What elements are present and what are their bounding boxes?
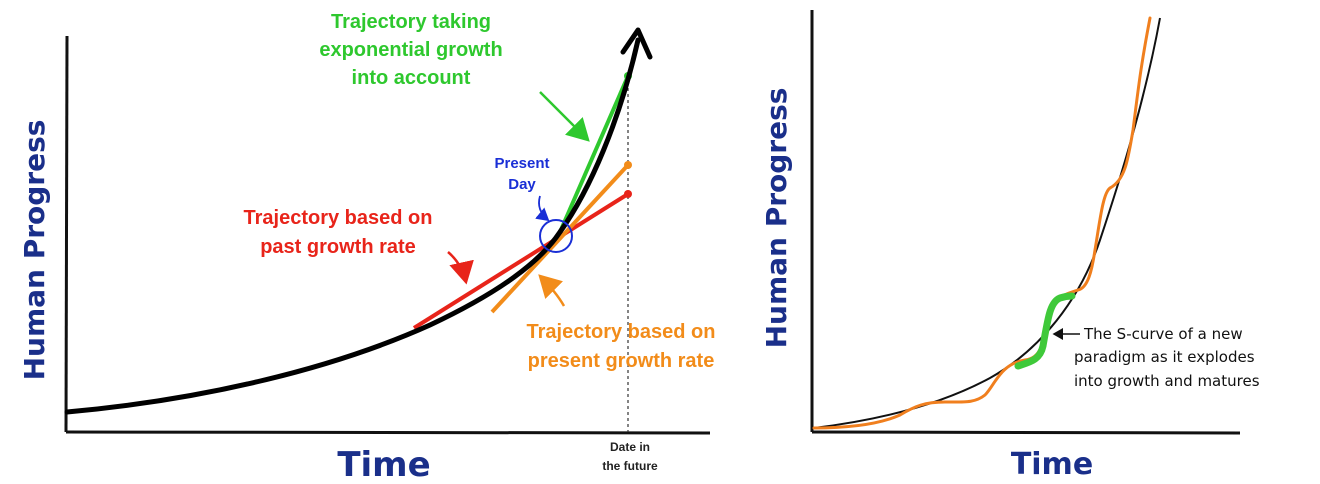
s-curve-annotation-line3: into growth and matures [1074, 372, 1260, 390]
left-panel: Human Progress Time Date in the future T… [18, 11, 715, 484]
left-y-axis [64, 35, 69, 433]
green-label-arrow [539, 91, 590, 142]
present-day-arrow [535, 195, 550, 222]
s-curve-annotation-line1: The S-curve of a new [1083, 325, 1243, 343]
red-trajectory-endpoint [624, 190, 632, 198]
orange-label-arrow [538, 274, 566, 307]
right-exponential-curve [813, 17, 1161, 429]
left-x-axis [65, 430, 711, 435]
present-day-circle [539, 219, 573, 253]
green-trajectory-line [558, 75, 630, 233]
orange-trajectory-endpoint [624, 161, 632, 169]
present-day-label-line1: Present [494, 155, 549, 172]
future-date-label-line2: the future [602, 459, 658, 473]
right-x-axis-title: Time [1011, 447, 1093, 482]
red-label-line1: Trajectory based on [244, 207, 433, 229]
s-curve-progression [812, 16, 1152, 430]
future-date-label-line1: Date in [610, 440, 650, 454]
green-label-line2: exponential growth [319, 39, 502, 61]
exponential-curve-arrowhead [620, 27, 653, 60]
s-curve-annotation-line2: paradigm as it explodes [1074, 348, 1255, 366]
red-trajectory-line [412, 192, 630, 330]
right-panel: Human Progress Time The S-curve of a new… [760, 10, 1260, 482]
red-label-arrow [447, 251, 474, 285]
orange-trajectory-line [490, 163, 630, 314]
present-day-label-line2: Day [508, 176, 536, 193]
red-label-line2: past growth rate [260, 236, 416, 258]
right-y-axis-title: Human Progress [760, 88, 793, 349]
exponential-curve [64, 37, 641, 415]
orange-label-line1: Trajectory based on [527, 321, 716, 343]
green-label-line3: into account [352, 67, 471, 89]
orange-label-line2: present growth rate [528, 350, 715, 372]
green-label-line1: Trajectory taking [331, 11, 491, 33]
new-paradigm-s-curve-highlight [1014, 292, 1076, 370]
right-x-axis [811, 430, 1241, 435]
left-x-axis-title: Time [337, 445, 430, 484]
left-y-axis-title: Human Progress [18, 120, 51, 381]
